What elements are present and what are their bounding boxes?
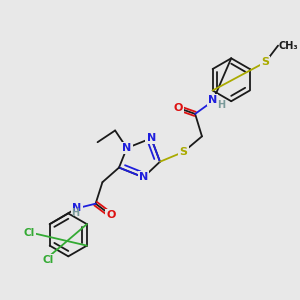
Text: N: N xyxy=(208,95,217,105)
Text: S: S xyxy=(179,147,188,157)
Text: N: N xyxy=(72,202,82,213)
Text: O: O xyxy=(174,103,183,113)
Text: O: O xyxy=(106,210,116,220)
Text: N: N xyxy=(122,143,131,153)
Text: N: N xyxy=(147,133,156,143)
Text: CH₃: CH₃ xyxy=(278,40,298,51)
Text: S: S xyxy=(261,57,269,67)
Text: Cl: Cl xyxy=(42,255,53,265)
Text: N: N xyxy=(139,172,148,182)
Text: Cl: Cl xyxy=(24,228,35,238)
Text: H: H xyxy=(71,208,79,218)
Text: H: H xyxy=(218,100,226,110)
